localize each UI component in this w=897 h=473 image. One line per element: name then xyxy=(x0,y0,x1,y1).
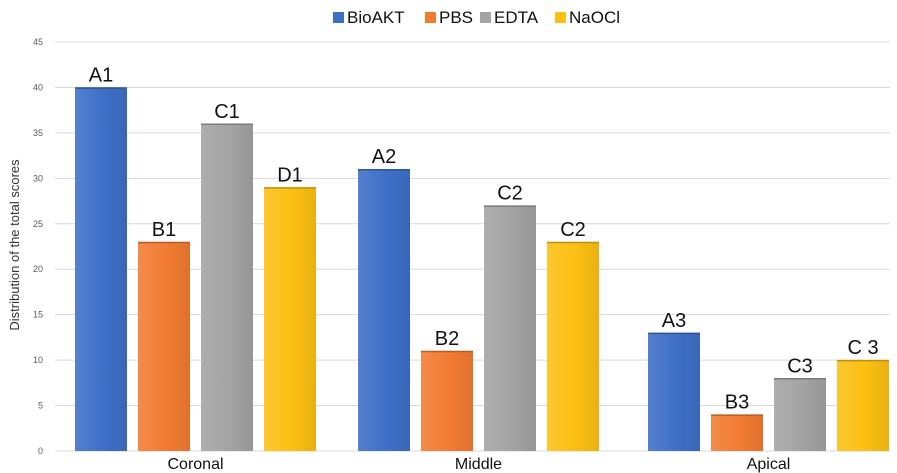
bar-data-label: B2 xyxy=(435,328,459,350)
y-tick-label: 25 xyxy=(33,219,43,229)
legend-label-pbs: PBS xyxy=(439,8,473,27)
y-tick-label: 10 xyxy=(33,355,43,365)
bar-data-label: C1 xyxy=(214,101,240,123)
y-tick-label: 40 xyxy=(33,82,43,92)
bar-edta-apical xyxy=(774,378,826,451)
bar-data-label: A1 xyxy=(89,64,113,86)
y-tick-label: 5 xyxy=(38,401,43,411)
legend-swatch-edta xyxy=(480,12,491,23)
bar-edta-middle xyxy=(484,205,536,451)
bar-naocl-middle xyxy=(547,241,599,451)
bar-data-label: B1 xyxy=(152,219,176,241)
x-axis-categories: Coronal Middle Apical xyxy=(167,456,790,473)
bar-data-label: C2 xyxy=(497,183,523,205)
bar-pbs-middle xyxy=(421,351,473,451)
legend-label-bioakt: BioAKT xyxy=(347,8,405,27)
legend-label-naocl: NaOCl xyxy=(569,8,620,27)
bar-data-label: A2 xyxy=(372,146,396,168)
y-axis-ticks: 0 5 10 15 20 25 30 35 40 45 xyxy=(33,37,43,456)
bar-data-label: A3 xyxy=(662,310,686,332)
bar-data-label: C2 xyxy=(560,219,586,241)
gridlines xyxy=(55,41,890,452)
legend-swatch-naocl xyxy=(555,12,566,23)
bars xyxy=(75,87,889,452)
bar-pbs-coronal xyxy=(138,241,190,451)
bar-edta-coronal xyxy=(201,123,253,452)
bar-bioakt-apical xyxy=(648,332,700,451)
legend-swatch-pbs xyxy=(425,12,436,23)
x-category-label: Middle xyxy=(455,456,502,473)
x-category-label: Apical xyxy=(747,456,791,473)
y-tick-label: 0 xyxy=(38,446,43,456)
bar-data-label: B3 xyxy=(725,392,749,414)
bar-bioakt-middle xyxy=(358,169,410,451)
bar-data-label: C3 xyxy=(787,355,813,377)
y-axis-title: Distribution of the total scores xyxy=(7,159,22,331)
bar-labels: A1 B1 C1 D1 A2 B2 C2 C2 A3 B3 C3 C 3 xyxy=(89,64,879,413)
y-tick-label: 20 xyxy=(33,264,43,274)
y-tick-label: 30 xyxy=(33,173,43,183)
bar-data-label: C 3 xyxy=(847,337,878,359)
y-tick-label: 35 xyxy=(33,128,43,138)
legend-swatch-bioakt xyxy=(333,12,344,23)
bar-pbs-apical xyxy=(711,414,763,451)
bar-naocl-coronal xyxy=(264,187,316,451)
x-category-label: Coronal xyxy=(167,456,223,473)
legend-label-edta: EDTA xyxy=(494,8,539,27)
y-tick-label: 45 xyxy=(33,37,43,47)
bar-data-label: D1 xyxy=(277,164,303,186)
legend: BioAKT PBS EDTA NaOCl xyxy=(333,8,620,27)
bar-bioakt-coronal xyxy=(75,87,127,451)
bar-naocl-apical xyxy=(837,360,889,451)
y-tick-label: 15 xyxy=(33,310,43,320)
